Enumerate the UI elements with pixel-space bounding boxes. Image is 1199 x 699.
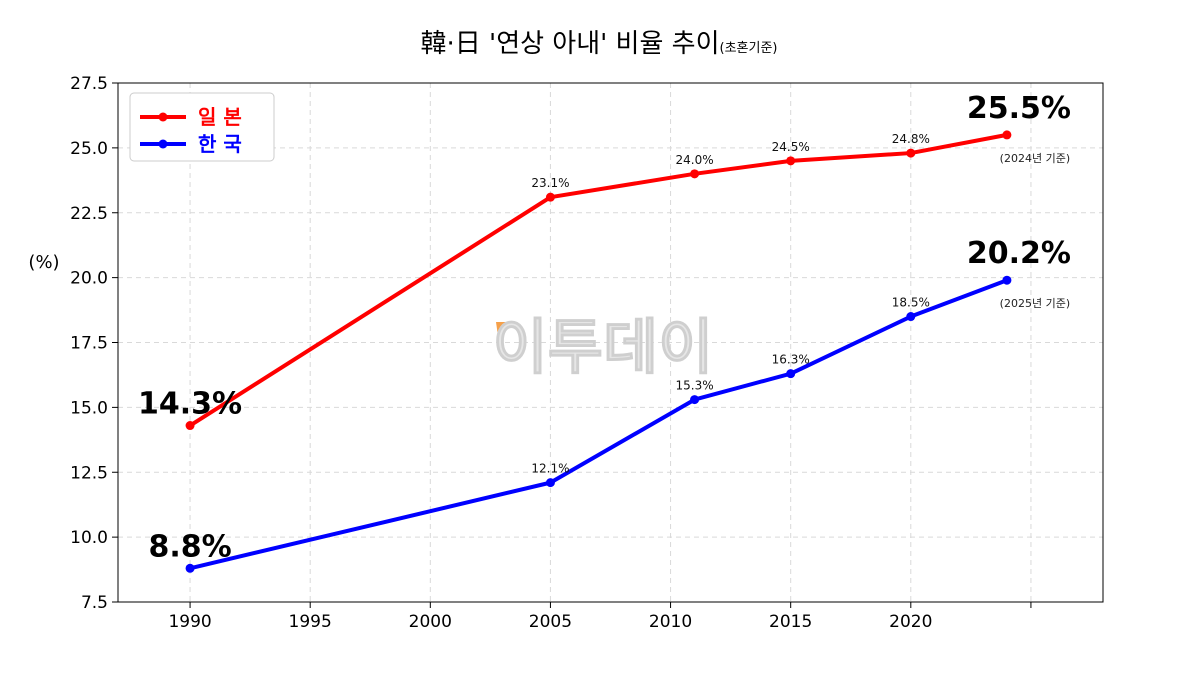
chart-title-main: 韓·日 '연상 아내' 비율 추이	[421, 29, 720, 59]
end-note-label: (2025년 기준)	[1000, 297, 1070, 310]
chart-title: 韓·日 '연상 아내' 비율 추이(초혼기준)	[421, 29, 778, 59]
y-axis-label: (%)	[28, 252, 59, 273]
x-tick-label: 2000	[409, 612, 452, 632]
data-point	[185, 563, 195, 573]
y-tick-label: 10.0	[70, 528, 108, 548]
y-tick-label: 20.0	[70, 269, 108, 289]
y-tick-label: 7.5	[81, 593, 108, 613]
grid-lines	[118, 82, 1103, 603]
y-tick-label: 27.5	[70, 74, 108, 94]
data-label: 24.5%	[772, 140, 810, 154]
data-label: 23.1%	[531, 176, 569, 190]
x-tick-label: 2020	[889, 612, 932, 632]
legend-marker	[158, 139, 168, 149]
y-tick-label: 12.5	[70, 463, 108, 483]
x-tick-label: 1990	[168, 612, 211, 632]
y-tick-label: 25.0	[70, 139, 108, 159]
watermark-text: 이투데이	[493, 313, 714, 383]
end-value-label: 25.5%	[967, 91, 1071, 126]
legend: 일 본한 국	[129, 92, 275, 162]
data-point	[1002, 275, 1012, 285]
data-label: 18.5%	[892, 296, 930, 310]
x-tick-label: 2015	[769, 612, 812, 632]
end-value-label: 20.2%	[967, 236, 1071, 271]
watermark-accent	[496, 322, 508, 336]
watermark: 이투데이	[492, 313, 714, 384]
chart-subtitle: (초혼기준)	[720, 41, 778, 56]
data-label: 15.3%	[676, 379, 714, 393]
data-point	[1002, 130, 1012, 140]
data-label: 12.1%	[531, 462, 569, 476]
data-label: 24.0%	[676, 153, 714, 167]
legend-label: 한 국	[198, 132, 242, 156]
data-point	[545, 478, 555, 488]
legend-marker	[158, 112, 168, 122]
legend-label: 일 본	[198, 105, 242, 129]
data-point	[690, 169, 700, 179]
y-tick-label: 22.5	[70, 204, 108, 224]
data-point	[786, 369, 796, 379]
series-line	[189, 278, 1008, 571]
data-label: 24.8%	[892, 132, 930, 146]
end-note-label: (2024년 기준)	[1000, 152, 1070, 165]
start-value-label: 8.8%	[148, 529, 231, 564]
data-label: 16.3%	[772, 353, 810, 367]
data-point	[786, 156, 796, 166]
data-point	[545, 192, 555, 202]
data-point	[906, 148, 916, 158]
x-tick-label: 1995	[289, 612, 332, 632]
data-point	[690, 395, 700, 405]
x-tick-label: 2005	[529, 612, 572, 632]
y-tick-label: 17.5	[70, 334, 108, 354]
y-tick-label: 15.0	[70, 398, 108, 418]
series-layer: 23.1% 24.0% 24.5% 24.8% 14.3% 25.5% (2024년 기준)…	[138, 91, 1071, 573]
x-tick-label: 2010	[649, 612, 692, 632]
data-point	[185, 421, 195, 431]
data-point	[906, 312, 916, 322]
series-line	[189, 132, 1008, 428]
start-value-label: 14.3%	[138, 387, 242, 422]
axis-ticks: 1990 1995 2000 2005 2010 2015 2020 7.5 10.0 12.5 1…	[70, 74, 1032, 632]
